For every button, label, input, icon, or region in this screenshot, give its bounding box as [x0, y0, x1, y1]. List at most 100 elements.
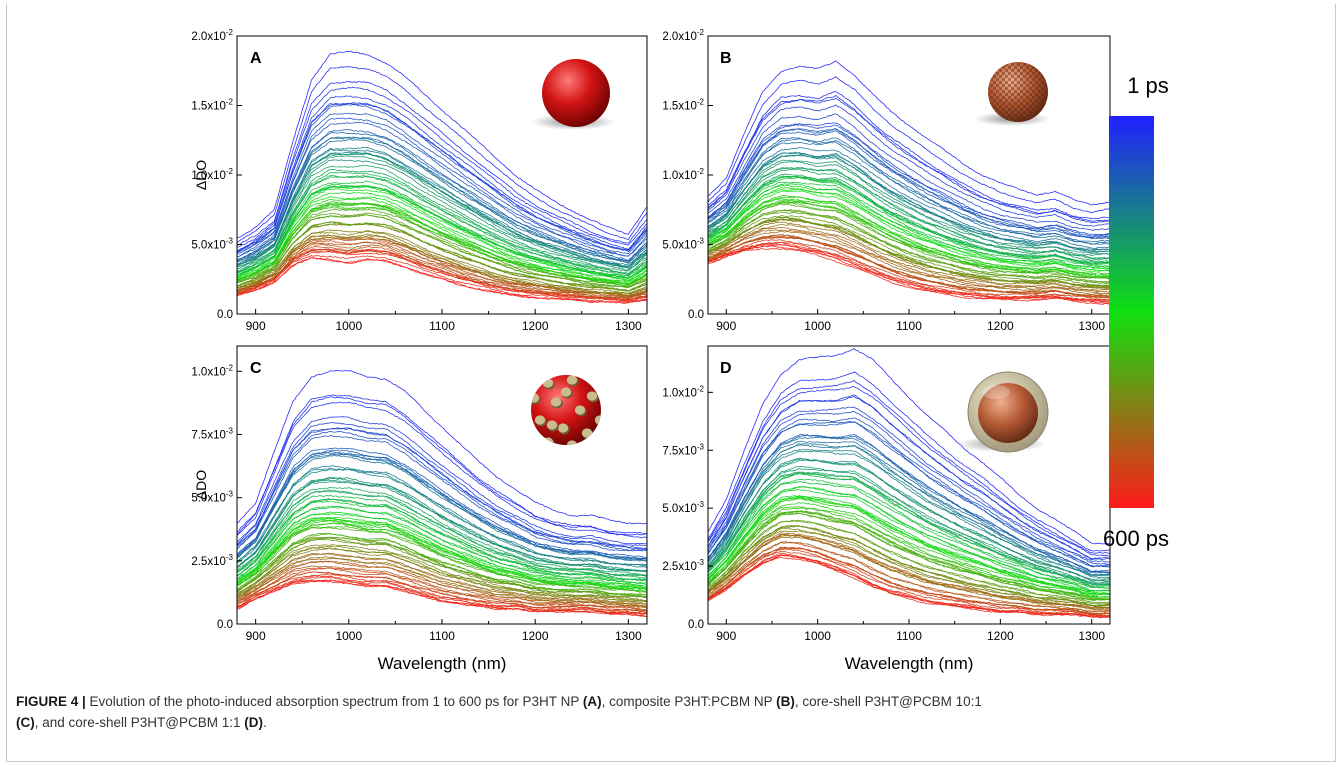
spectrum-line-d-54	[708, 532, 1110, 609]
spectrum-line-d-65	[708, 552, 1110, 617]
spectrum-line-c-23	[237, 489, 647, 577]
figure-4-chart: 900 1000 1100 1200 1300 0.0 5.0x10-3 1.0x10-2 1.…	[191, 28, 1169, 673]
spectrum-line-a-50	[237, 230, 647, 295]
spectrum-line-c-37	[237, 522, 647, 592]
sphere-dot	[542, 437, 554, 445]
spectrum-line-a-37	[237, 202, 647, 285]
x-tick-label: 1000	[335, 629, 362, 643]
spectrum-line-b-15	[708, 146, 1110, 250]
spectrum-line-a-16	[237, 148, 647, 267]
spectrum-line-d-11	[708, 434, 1110, 573]
colorbar-bottom-label: 600 ps	[1103, 526, 1169, 551]
spectrum-line-b-53	[708, 224, 1110, 291]
spectrum-line-a-43	[237, 214, 647, 289]
spectrum-line-c-32	[237, 513, 647, 587]
caption-text-5: .	[263, 715, 267, 730]
caption-ref-c: (C)	[16, 715, 35, 730]
spectrum-line-a-1	[237, 66, 647, 244]
spectrum-line-d-32	[708, 495, 1110, 595]
spectrum-line-b-37	[708, 196, 1110, 276]
y-tick-label: 0.0	[688, 619, 704, 631]
spectrum-line-d-14	[708, 436, 1110, 574]
sphere-dot	[560, 387, 572, 397]
spectrum-line-b-13	[708, 137, 1110, 243]
spectrum-line-b-49	[708, 218, 1110, 288]
x-tick-label: 1300	[615, 319, 642, 333]
spectrum-line-d-50	[708, 527, 1110, 607]
panel-a-letter: A	[250, 50, 262, 67]
y-tick-label: 0.0	[217, 619, 233, 631]
spectrum-line-a-2	[237, 80, 647, 246]
spectrum-line-c-35	[237, 517, 647, 589]
spectrum-line-c-60	[237, 567, 647, 612]
spectrum-line-c-24	[237, 490, 647, 577]
spectrum-line-d-12	[708, 433, 1110, 573]
spectrum-line-b-68	[708, 244, 1110, 303]
y-tick-label: 2.5x10-3	[662, 558, 704, 573]
spectrum-line-a-33	[237, 192, 647, 281]
spectrum-line-d-40	[708, 507, 1110, 600]
sphere-dot	[566, 375, 578, 385]
spectrum-line-a-26	[237, 171, 647, 275]
spectrum-line-d-31	[708, 488, 1110, 592]
spectrum-line-a-48	[237, 223, 647, 292]
spectrum-line-c-19	[237, 477, 647, 572]
spectrum-line-d-21	[708, 468, 1110, 585]
y-tick-label: 5.0x10-3	[662, 500, 704, 515]
spectrum-line-b-59	[708, 235, 1110, 299]
sphere-dot	[590, 437, 601, 445]
sphere-dot-shadow	[591, 438, 601, 445]
y-tick-label: 1.0x10-2	[191, 167, 233, 182]
panel-c-ylabel: ΔDO	[193, 470, 209, 500]
x-tick-label: 900	[246, 629, 266, 643]
sphere-dot	[542, 378, 554, 388]
y-tick-label: 2.0x10-2	[191, 28, 233, 43]
x-tick-label: 1300	[1078, 629, 1105, 643]
panel-c: 900 1000 1100 1200 1300 0.0 2.5x10-3 5.0x10-3 7.…	[191, 345, 648, 673]
spectrum-line-c-9	[237, 435, 647, 552]
x-tick-label: 1300	[615, 629, 642, 643]
sphere-dot	[581, 428, 593, 438]
spectrum-line-b-54	[708, 221, 1110, 290]
panel-c-ticks: 900 1000 1100 1200 1300 0.0 2.5x10-3 5.0x10-3 7.…	[191, 363, 642, 643]
spectrum-line-d-45	[708, 519, 1110, 605]
spectrum-line-c-52	[237, 547, 647, 603]
spectrum-line-c-5	[237, 422, 647, 547]
spectrum-line-c-17	[237, 467, 647, 567]
spectrum-line-d-19	[708, 458, 1110, 582]
spectrum-line-a-28	[237, 180, 647, 277]
spectrum-line-c-58	[237, 565, 647, 611]
spectrum-line-d-17	[708, 448, 1110, 577]
spectrum-line-c-40	[237, 525, 647, 593]
y-tick-label: 1.5x10-2	[191, 98, 233, 113]
spectrum-line-b-30	[708, 177, 1110, 266]
spectrum-line-c-34	[237, 517, 647, 590]
x-tick-label: 900	[716, 319, 736, 333]
x-tick-label: 1000	[804, 319, 831, 333]
spectrum-line-b-26	[708, 176, 1110, 265]
caption-text-4: , and core-shell P3HT@PCBM 1:1	[34, 715, 245, 730]
spectrum-line-d-24	[708, 471, 1110, 586]
sphere-dot	[566, 440, 578, 445]
spectrum-line-d-69	[708, 554, 1110, 618]
spectrum-line-a-13	[237, 136, 647, 262]
x-tick-label: 1000	[804, 629, 831, 643]
spectrum-line-b-33	[708, 188, 1110, 272]
panel-a-ylabel: ΔDO	[193, 160, 209, 190]
y-tick-label: 0.0	[217, 309, 233, 321]
spectrum-line-d-39	[708, 506, 1110, 598]
y-tick-label: 0.0	[688, 309, 704, 321]
checkered-sphere-icon	[974, 62, 1050, 126]
spectrum-line-c-53	[237, 556, 647, 607]
spectrum-line-a-14	[237, 139, 647, 263]
spectrum-line-d-0	[708, 347, 1110, 545]
spectrum-line-b-14	[708, 141, 1110, 245]
colorbar: 1 ps 600 ps	[1103, 73, 1169, 551]
spectrum-line-c-51	[237, 544, 647, 602]
panel-a-curves	[237, 50, 647, 304]
spectrum-line-b-35	[708, 186, 1110, 270]
spectrum-line-c-16	[237, 465, 647, 566]
spectrum-line-b-7	[708, 122, 1110, 236]
figure-caption: FIGURE 4 | Evolution of the photo-induce…	[16, 691, 1316, 733]
spectrum-line-b-67	[708, 248, 1110, 305]
